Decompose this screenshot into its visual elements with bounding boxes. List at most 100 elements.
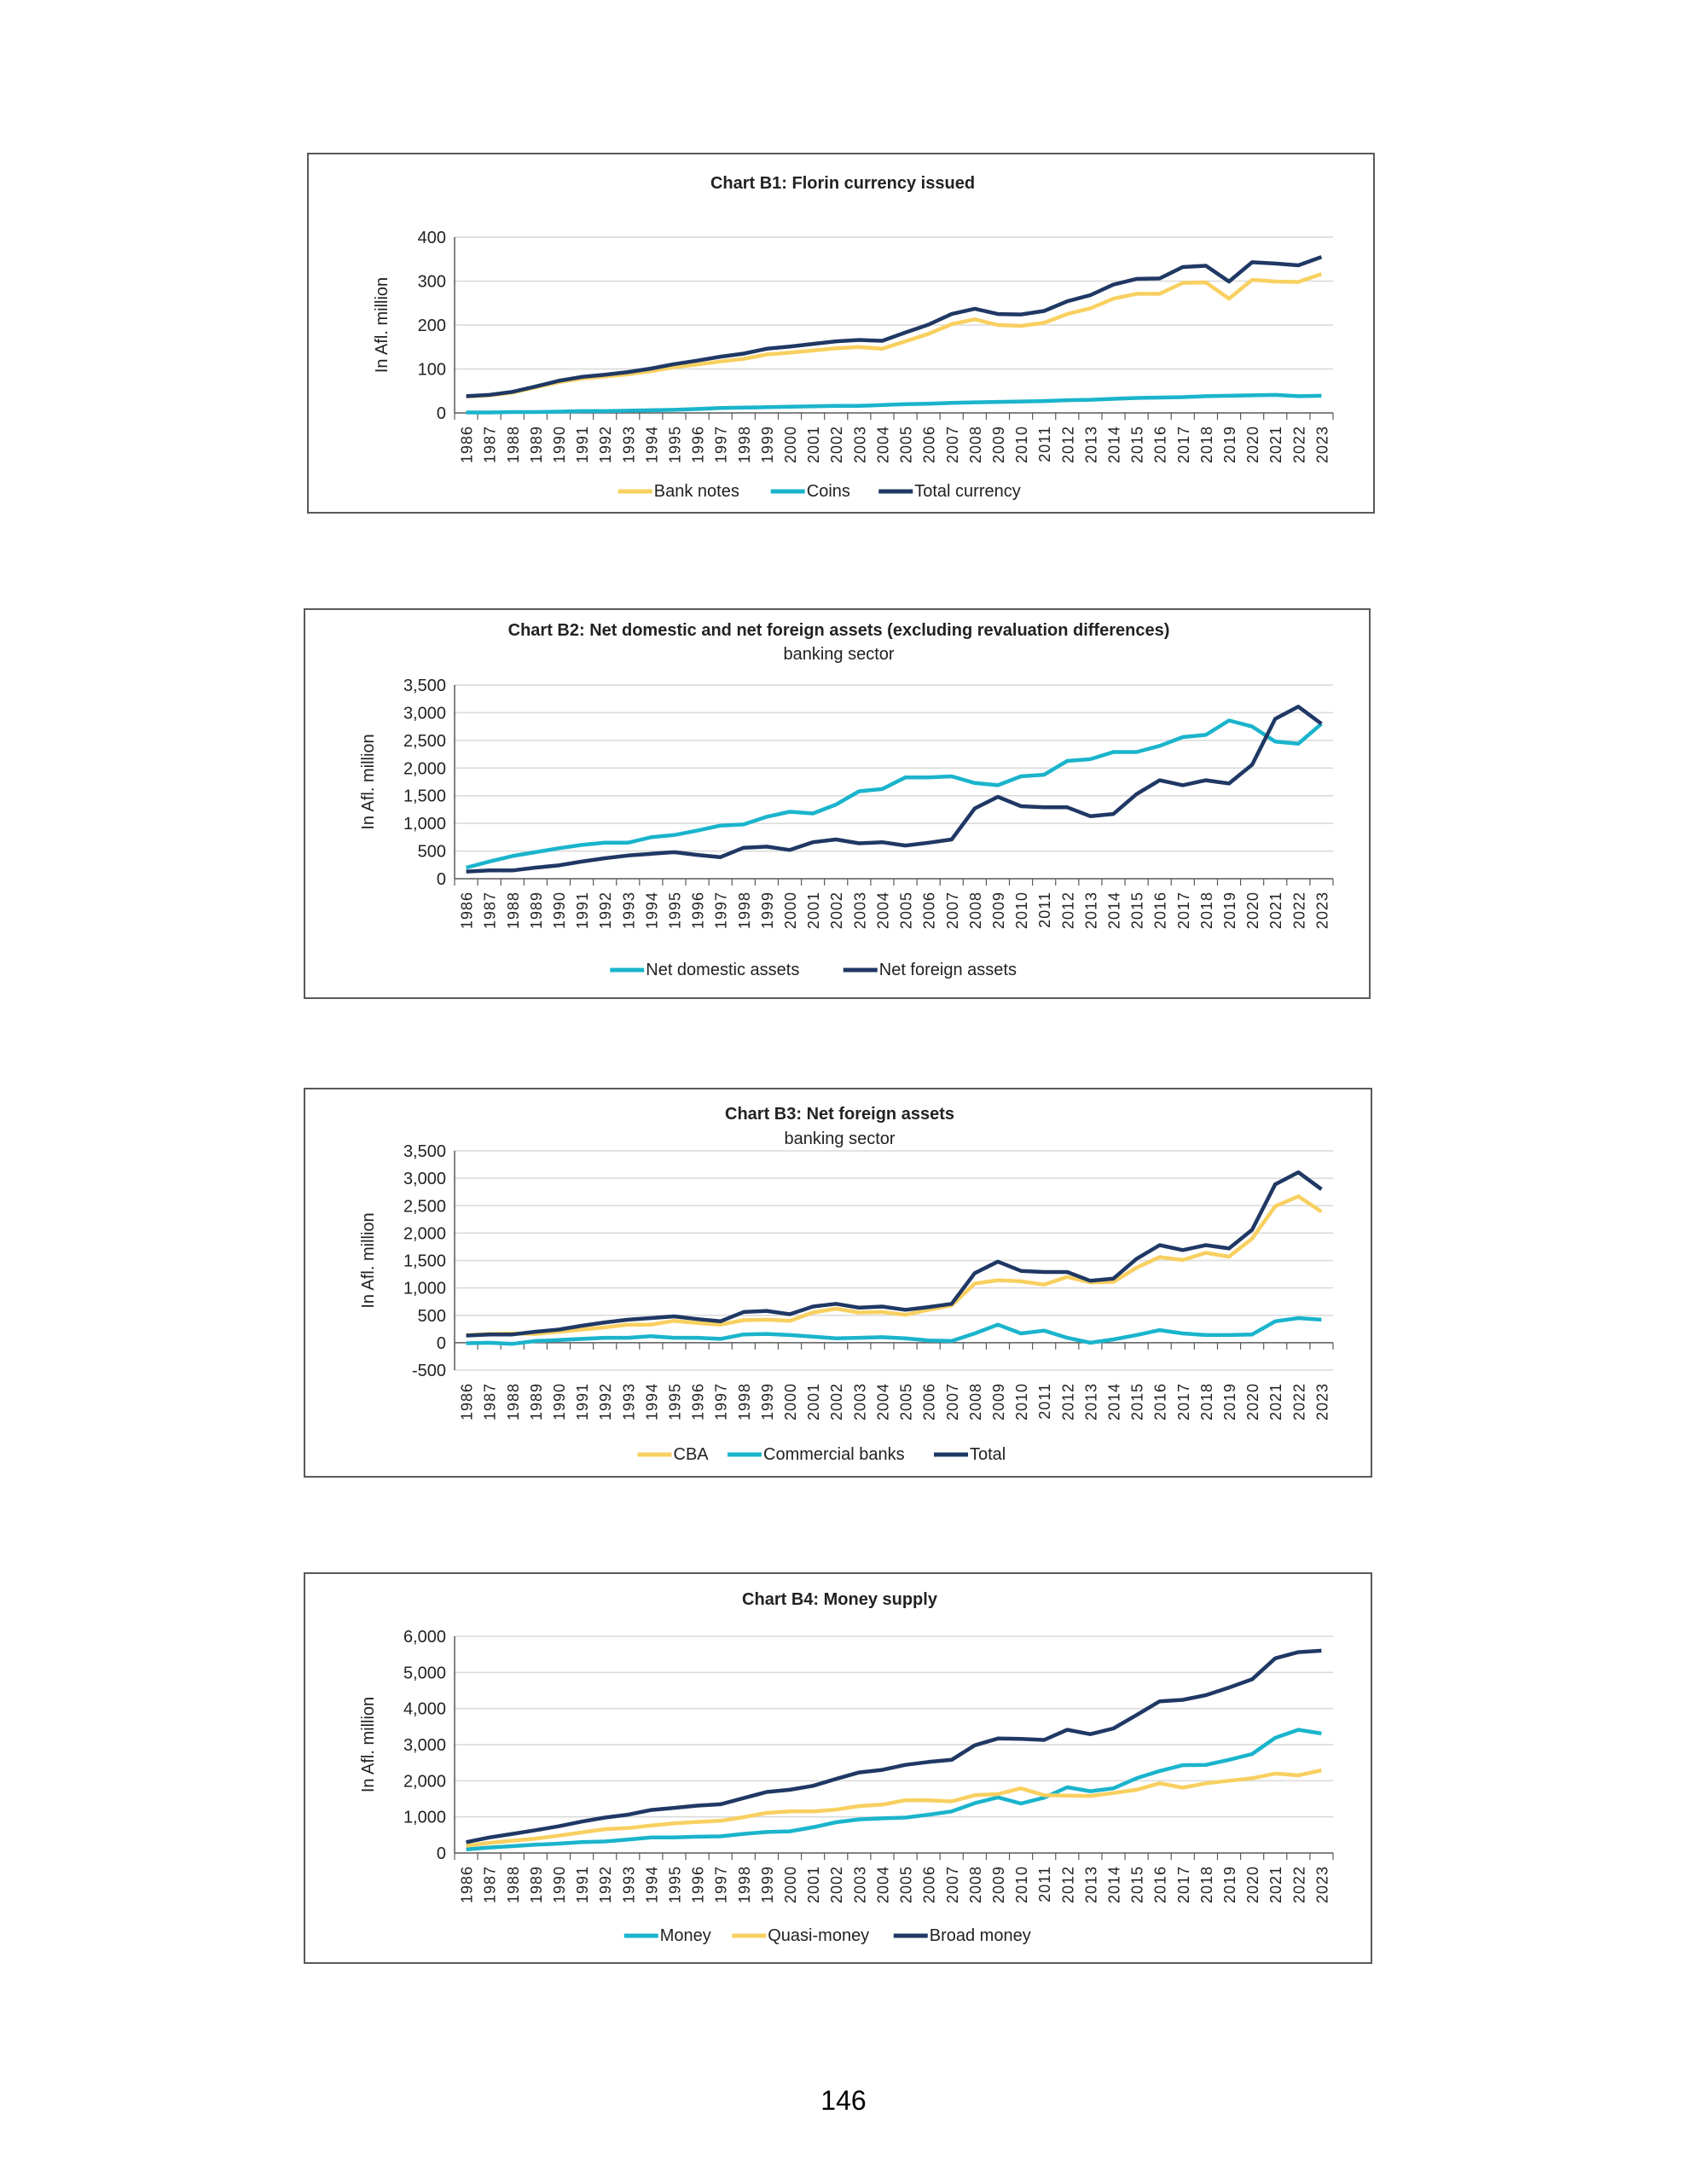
x-tick-label: 1993 [620, 892, 637, 929]
legend-item: Money [623, 1926, 711, 1945]
x-tick-label: 2015 [1129, 1866, 1146, 1903]
x-tick-label: 1998 [736, 1383, 753, 1420]
x-tick-label: 1999 [759, 1866, 776, 1903]
x-tick-label: 1989 [528, 426, 545, 463]
x-tick-label: 2017 [1175, 1866, 1192, 1903]
x-tick-label: 2018 [1198, 1866, 1215, 1903]
series-line-total [466, 1170, 1323, 1338]
x-tick-label: 2019 [1221, 892, 1238, 929]
chart-title: Chart B1: Florin currency issued [710, 174, 975, 193]
x-tick-label: 2023 [1313, 1383, 1330, 1420]
y-tick-label: 1,500 [403, 787, 446, 806]
legend-label: Commercial banks [763, 1445, 905, 1464]
y-tick-label: 1,500 [403, 1252, 446, 1271]
legend-item: Net domestic assets [610, 961, 799, 979]
x-tick-label: 1991 [574, 1866, 591, 1903]
x-tick-label: 2014 [1106, 426, 1123, 463]
series-line-net-foreign-assets [466, 705, 1323, 874]
x-tick-label: 2017 [1175, 426, 1192, 463]
x-tick-label: 2001 [805, 1866, 822, 1903]
x-tick-label: 2022 [1290, 892, 1307, 929]
legend-label: CBA [674, 1445, 710, 1464]
x-tick-label: 1997 [713, 426, 730, 463]
chart-subtitle: banking sector [784, 1130, 895, 1148]
chart-b1-florin-currency: Chart B1: Florin currency issued In Afl. … [307, 153, 1375, 514]
chart-title: Chart B4: Money supply [742, 1590, 938, 1609]
x-tick-label: 2004 [874, 426, 891, 463]
y-tick-label: 100 [418, 361, 446, 380]
x-tick-label: 1994 [643, 1383, 660, 1420]
chart-b4-svg: Chart B4: Money supply In Afl. million 0 1,… [359, 1590, 1334, 1945]
y-tick-label: 2,000 [403, 1772, 446, 1791]
x-tick-label: 1991 [574, 1383, 591, 1420]
y-tick-label: 2,000 [403, 1224, 446, 1243]
x-tick-label: 1993 [620, 1383, 637, 1420]
y-tick-label: 3,500 [403, 1142, 446, 1161]
x-tick-label: 2015 [1129, 892, 1146, 929]
x-tick-label: 2021 [1267, 1866, 1284, 1903]
x-tick-label: 1986 [459, 1866, 476, 1903]
x-tick-label: 1999 [759, 892, 776, 929]
legend-label: Net domestic assets [646, 961, 799, 979]
x-tick-label: 1989 [528, 1383, 545, 1420]
legend-item: Bank notes [617, 482, 739, 501]
legend-item: Quasi-money [732, 1926, 869, 1945]
chart-b3-net-foreign-assets: Chart B3: Net foreign assets banking sect… [304, 1088, 1372, 1478]
y-tick-label: 0 [437, 404, 446, 423]
x-tick-label: 1999 [759, 1383, 776, 1420]
y-tick-label: -500 [412, 1362, 446, 1380]
x-tick-label: 2020 [1244, 426, 1261, 463]
x-tick-label: 2002 [828, 426, 845, 463]
series-line-quasi-money [466, 1768, 1322, 1848]
x-tick-label: 2012 [1059, 1866, 1076, 1903]
x-tick-label: 1998 [736, 426, 753, 463]
x-tick-label: 1988 [505, 426, 522, 463]
x-tick-label: 2022 [1290, 1866, 1307, 1903]
x-tick-label: 2002 [828, 1383, 845, 1420]
y-tick-label: 4,000 [403, 1700, 446, 1719]
x-tick-label: 2008 [967, 1383, 984, 1420]
x-tick-label: 1987 [482, 1866, 499, 1903]
y-axis-label: In Afl. million [373, 277, 391, 373]
x-tick-label: 2004 [874, 1383, 891, 1420]
x-tick-label: 2007 [944, 426, 961, 463]
x-tick-label: 1995 [667, 1866, 684, 1903]
x-tick-label: 2008 [967, 1866, 984, 1903]
chart-b2-net-assets: Chart B2: Net domestic and net foreign a… [304, 608, 1371, 999]
series-line-cba [466, 1194, 1323, 1338]
legend-item: Commercial banks [728, 1445, 905, 1464]
y-tick-label: 400 [418, 229, 446, 247]
x-tick-label: 2018 [1198, 892, 1215, 929]
series-line-money [466, 1728, 1322, 1852]
x-tick-label: 1995 [667, 892, 684, 929]
x-tick-label: 2000 [782, 1383, 799, 1420]
x-tick-label: 2010 [1013, 426, 1030, 463]
y-tick-label: 0 [437, 1844, 446, 1863]
chart-title: Chart B3: Net foreign assets [725, 1105, 954, 1124]
y-axis-label: In Afl. million [359, 734, 378, 829]
y-axis-label: In Afl. million [359, 1697, 378, 1792]
x-tick-label: 1996 [690, 892, 707, 929]
x-tick-label: 2003 [851, 1383, 868, 1420]
x-tick-label: 2013 [1082, 1383, 1099, 1420]
x-tick-label: 2019 [1221, 1866, 1238, 1903]
series-line-coins [466, 392, 1322, 415]
x-tick-label: 2013 [1082, 892, 1099, 929]
x-tick-label: 2012 [1059, 1383, 1076, 1420]
x-tick-label: 2021 [1267, 426, 1284, 463]
x-tick-label: 1999 [759, 426, 776, 463]
series-line-commercial-banks [466, 1316, 1322, 1346]
x-tick-label: 2001 [805, 1383, 822, 1420]
series-line-total-currency [466, 255, 1323, 398]
x-tick-label: 1992 [597, 426, 614, 463]
legend-label: Broad money [930, 1926, 1031, 1945]
x-tick-label: 1991 [574, 892, 591, 929]
x-tick-label: 1989 [528, 1866, 545, 1903]
x-tick-label: 1987 [482, 426, 499, 463]
y-tick-label: 3,500 [403, 677, 446, 695]
x-tick-label: 2016 [1152, 426, 1169, 463]
y-tick-label: 3,000 [403, 1170, 446, 1188]
x-tick-label: 1988 [505, 1866, 522, 1903]
legend-label: Total [970, 1445, 1006, 1464]
x-tick-label: 1990 [551, 1866, 568, 1903]
